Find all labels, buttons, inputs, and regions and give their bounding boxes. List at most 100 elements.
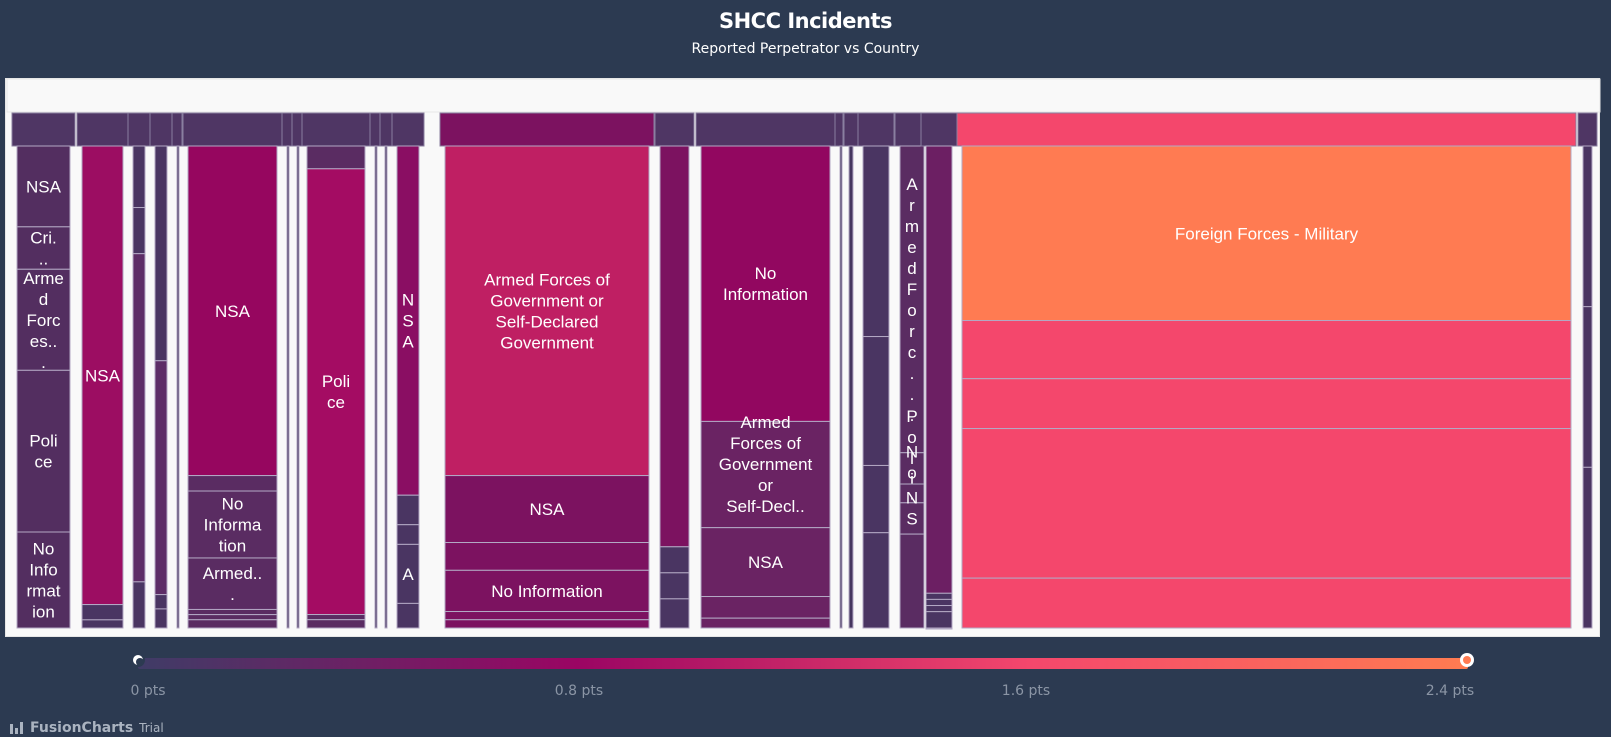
group-header-17[interactable] [834, 112, 844, 147]
group-header-5[interactable] [182, 112, 283, 147]
treemap-cell-11-1[interactable] [396, 494, 420, 526]
treemap-cell-19-1[interactable] [862, 336, 890, 466]
treemap-cell-11-2[interactable] [396, 524, 420, 545]
group-header-19[interactable] [857, 112, 895, 147]
treemap-cell-15-3[interactable] [659, 598, 690, 629]
treemap-cell-14-0[interactable] [444, 145, 650, 477]
legend-min-slider[interactable] [131, 653, 145, 667]
treemap-cell-10-0[interactable] [384, 145, 388, 629]
treemap-cell-2-0[interactable] [132, 145, 146, 209]
treemap-cell-17-0[interactable] [839, 145, 843, 629]
group-header-0[interactable] [11, 112, 76, 147]
treemap-cell-2-3[interactable] [132, 581, 146, 629]
treemap-cell-20-1[interactable] [899, 452, 925, 485]
treemap-cell-5-0[interactable] [187, 145, 278, 477]
treemap-cell-7-0[interactable] [296, 145, 300, 629]
treemap-cell-16-4[interactable] [700, 617, 831, 629]
group-header-3[interactable] [149, 112, 173, 147]
treemap-root-header[interactable] [6, 78, 1601, 113]
group-header-21[interactable] [920, 112, 958, 147]
treemap-cell-3-1[interactable] [154, 360, 168, 596]
group-header-23[interactable] [1577, 112, 1598, 147]
treemap-cell-22-3[interactable] [961, 428, 1572, 579]
group-header-8[interactable] [301, 112, 371, 147]
treemap-cell-21-0[interactable] [925, 145, 953, 594]
treemap-cell-23-0[interactable] [1582, 145, 1593, 308]
treemap-cell-20-3[interactable] [899, 502, 925, 535]
treemap-cell-0-0[interactable] [16, 145, 71, 228]
treemap-cell-5-2[interactable] [187, 490, 278, 559]
treemap-cell-3-2[interactable] [154, 594, 168, 610]
treemap-cell-22-1[interactable] [961, 320, 1572, 380]
treemap-cell-0-4[interactable] [16, 531, 71, 629]
treemap-cell-14-2[interactable] [444, 542, 650, 571]
treemap-cell-8-3[interactable] [306, 619, 366, 629]
treemap-cell-5-5[interactable] [187, 614, 278, 621]
treemap-cell-21-2[interactable] [925, 598, 953, 607]
treemap-cell-15-2[interactable] [659, 572, 690, 600]
treemap-cell-6-0[interactable] [286, 145, 290, 629]
treemap-cell-23-1[interactable] [1582, 306, 1593, 468]
treemap-cell-21-1[interactable] [925, 592, 953, 600]
treemap-cell-19-3[interactable] [862, 532, 890, 629]
group-header-1[interactable] [76, 112, 129, 147]
treemap-cell-22-0[interactable] [961, 145, 1572, 322]
treemap-cell-21-3[interactable] [925, 605, 953, 613]
treemap-cell-14-4[interactable] [444, 611, 650, 621]
treemap-cell-3-3[interactable] [154, 608, 168, 629]
group-header-22[interactable] [956, 112, 1577, 147]
treemap-cell-5-4[interactable] [187, 608, 278, 616]
treemap-cell-8-2[interactable] [306, 614, 366, 621]
treemap-cell-5-6[interactable] [187, 619, 278, 629]
treemap-cell-16-1[interactable] [700, 420, 831, 529]
treemap-cell-1-0[interactable] [81, 145, 124, 606]
treemap-cell-5-1[interactable] [187, 475, 278, 492]
treemap-cell-23-2[interactable] [1582, 466, 1593, 629]
cell-label-0-3: Poli ce [29, 432, 57, 472]
treemap-cell-14-3[interactable] [444, 569, 650, 613]
treemap-cell-2-2[interactable] [132, 253, 146, 583]
group-header-10[interactable] [379, 112, 393, 147]
treemap-cell-16-2[interactable] [700, 527, 831, 598]
treemap-cell-9-0[interactable] [374, 145, 378, 629]
treemap-cell-5-3[interactable] [187, 557, 278, 610]
treemap-cell-4-0[interactable] [176, 145, 180, 629]
group-header-4[interactable] [171, 112, 183, 147]
treemap-cell-1-1[interactable] [81, 604, 124, 621]
treemap-cell-16-0[interactable] [700, 145, 831, 422]
treemap-cell-20-0[interactable] [899, 145, 925, 454]
legend-tick-2: 1.6 pts [1001, 683, 1051, 699]
treemap-cell-19-0[interactable] [862, 145, 890, 338]
treemap-cell-14-1[interactable] [444, 475, 650, 544]
treemap-cell-1-2[interactable] [81, 619, 124, 629]
treemap-cell-22-4[interactable] [961, 577, 1572, 629]
treemap-cell-14-5[interactable] [444, 619, 650, 629]
treemap-cell-8-0[interactable] [306, 145, 366, 170]
treemap-cell-15-0[interactable] [659, 145, 690, 548]
group-header-2[interactable] [127, 112, 151, 147]
treemap-cell-18-0[interactable] [848, 145, 854, 629]
treemap-cell-8-1[interactable] [306, 168, 366, 616]
treemap-cell-22-2[interactable] [961, 378, 1572, 430]
treemap-cell-0-2[interactable] [16, 268, 71, 371]
treemap-cell-19-2[interactable] [862, 464, 890, 534]
legend-max-slider[interactable] [1460, 653, 1474, 667]
treemap-cell-3-0[interactable] [154, 145, 168, 362]
treemap-cell-15-1[interactable] [659, 546, 690, 574]
treemap-cell-11-4[interactable] [396, 602, 420, 629]
treemap-cell-21-4[interactable] [925, 611, 953, 629]
group-header-6[interactable] [281, 112, 293, 147]
group-header-18[interactable] [843, 112, 859, 147]
treemap-cell-21-5[interactable] [925, 627, 953, 630]
group-header-15[interactable] [654, 112, 695, 147]
group-header-11[interactable] [391, 112, 425, 147]
treemap-cell-16-3[interactable] [700, 596, 831, 619]
group-header-16[interactable] [695, 112, 836, 147]
group-header-9[interactable] [369, 112, 381, 147]
group-header-14[interactable] [439, 112, 655, 147]
treemap-cell-2-1[interactable] [132, 207, 146, 255]
treemap-cell-0-3[interactable] [16, 369, 71, 533]
group-header-7[interactable] [291, 112, 303, 147]
treemap-cell-20-4[interactable] [899, 533, 925, 629]
